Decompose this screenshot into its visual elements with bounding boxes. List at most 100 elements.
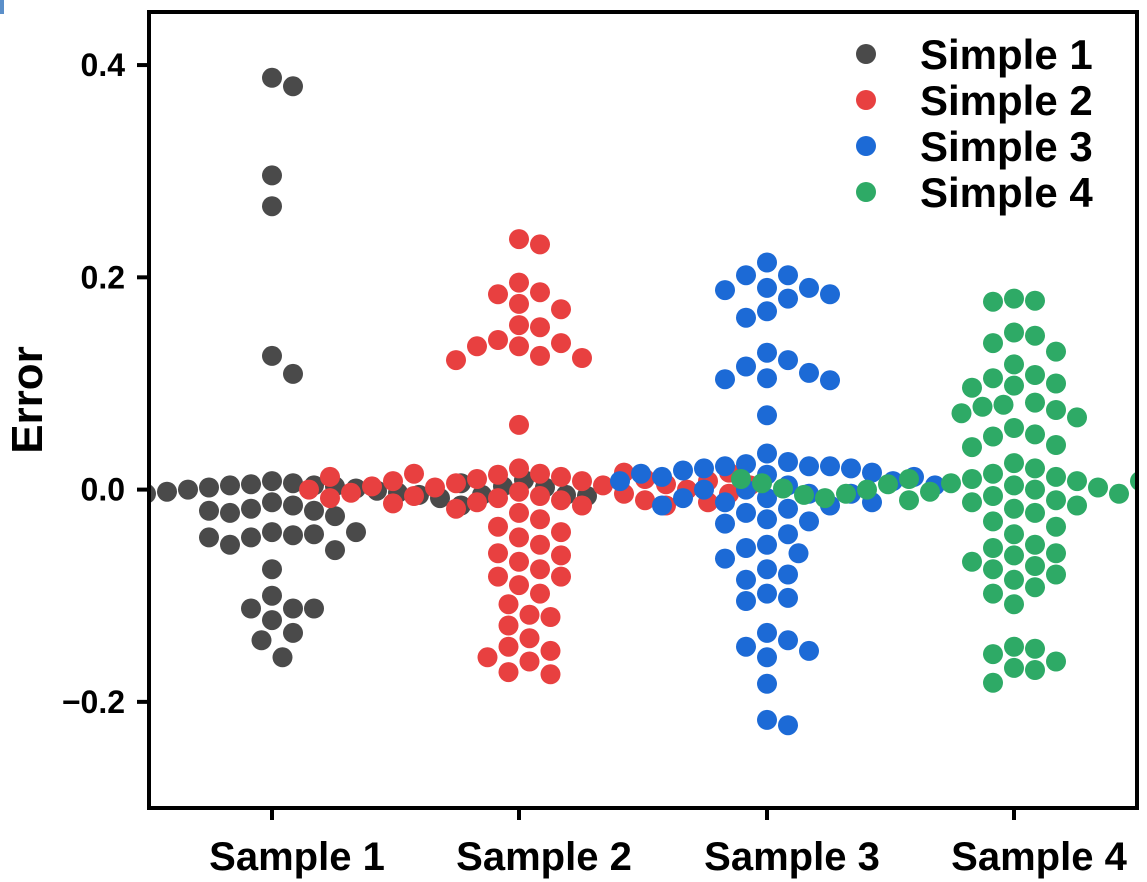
- data-point: [736, 502, 756, 523]
- legend-label: Simple 2: [920, 77, 1093, 124]
- data-point: [509, 575, 529, 596]
- data-point: [815, 488, 835, 509]
- data-point: [530, 559, 550, 580]
- data-point: [1004, 545, 1024, 566]
- data-point: [794, 484, 814, 505]
- legend-item-4: Simple 4: [856, 169, 1093, 216]
- data-point: [1004, 498, 1024, 519]
- data-point: [757, 709, 777, 730]
- data-point: [509, 551, 529, 572]
- data-point: [1004, 569, 1024, 590]
- data-point: [773, 478, 793, 499]
- data-point: [241, 527, 261, 548]
- data-point: [220, 475, 240, 496]
- data-point: [262, 471, 282, 492]
- data-point: [1067, 495, 1087, 516]
- data-point: [551, 299, 571, 320]
- data-point: [477, 647, 498, 668]
- data-point: [572, 495, 592, 516]
- data-point: [694, 458, 714, 479]
- data-point: [530, 317, 550, 338]
- data-point: [799, 456, 819, 477]
- data-point: [962, 469, 982, 489]
- data-point: [540, 607, 561, 627]
- data-point: [962, 437, 982, 458]
- data-point: [551, 490, 571, 511]
- data-point: [551, 566, 571, 587]
- data-point: [962, 551, 982, 572]
- axes: 0.4 0.2 0.0 −0.2 Sample 1 Sample 2 Sample 3 Sam…: [3, 10, 1139, 879]
- data-point: [778, 498, 798, 519]
- data-point: [262, 67, 282, 88]
- data-point: [635, 490, 655, 511]
- data-point: [530, 234, 550, 255]
- y-tick-label: 0.0: [81, 472, 125, 508]
- data-point: [920, 481, 940, 502]
- data-point: [1046, 490, 1066, 511]
- data-point: [241, 598, 261, 619]
- corner-accent-mark: [0, 0, 4, 14]
- data-point: [149, 484, 156, 504]
- data-point: [983, 559, 1003, 580]
- data-point: [509, 229, 529, 250]
- data-point: [241, 498, 261, 519]
- data-point: [778, 452, 798, 472]
- data-point: [736, 591, 756, 611]
- data-point: [715, 456, 735, 477]
- data-point: [673, 488, 693, 509]
- data-point: [757, 673, 777, 694]
- data-point: [757, 622, 777, 643]
- data-point: [325, 540, 345, 561]
- y-tick-label: −0.2: [62, 684, 125, 720]
- data-point: [1004, 475, 1024, 496]
- data-point: [736, 569, 756, 590]
- data-point: [199, 500, 219, 521]
- data-point: [383, 471, 403, 492]
- data-point: [10, 474, 30, 494]
- data-point: [262, 345, 282, 366]
- data-point: [1046, 543, 1066, 564]
- data-point: [283, 76, 303, 97]
- data-point: [1046, 400, 1066, 420]
- data-point: [530, 486, 550, 506]
- data-point: [694, 479, 714, 500]
- data-point: [778, 288, 798, 309]
- data-point: [715, 513, 735, 534]
- data-point: [31, 469, 51, 489]
- data-point: [983, 333, 1003, 354]
- legend-item-2: Simple 2: [856, 77, 1093, 124]
- data-point: [862, 462, 882, 483]
- data-point: [509, 336, 529, 357]
- data-point: [1025, 290, 1045, 311]
- data-point: [778, 265, 798, 286]
- x-tick-label: Sample 1: [209, 835, 385, 879]
- data-point: [404, 486, 424, 506]
- data-point: [530, 463, 550, 484]
- data-point: [1025, 502, 1045, 523]
- data-point: [1004, 322, 1024, 343]
- data-point: [757, 559, 777, 580]
- data-point: [1004, 288, 1024, 309]
- legend-marker: [856, 44, 876, 64]
- data-point: [325, 506, 345, 527]
- data-point: [736, 307, 756, 328]
- data-point: [778, 715, 798, 736]
- data-point: [715, 369, 735, 390]
- data-point: [320, 466, 340, 487]
- data-point: [488, 284, 508, 305]
- data-point: [1004, 524, 1024, 545]
- data-point: [509, 527, 529, 548]
- data-point: [757, 443, 777, 464]
- data-point: [736, 636, 756, 657]
- data-point: [509, 458, 529, 479]
- legend-marker: [856, 182, 876, 202]
- x-tick-label: Sample 4: [951, 835, 1127, 879]
- data-point: [1046, 516, 1066, 537]
- data-point: [610, 471, 630, 492]
- data-point: [778, 630, 798, 651]
- data-point: [757, 405, 777, 426]
- data-point: [262, 492, 282, 513]
- data-point: [1025, 392, 1045, 413]
